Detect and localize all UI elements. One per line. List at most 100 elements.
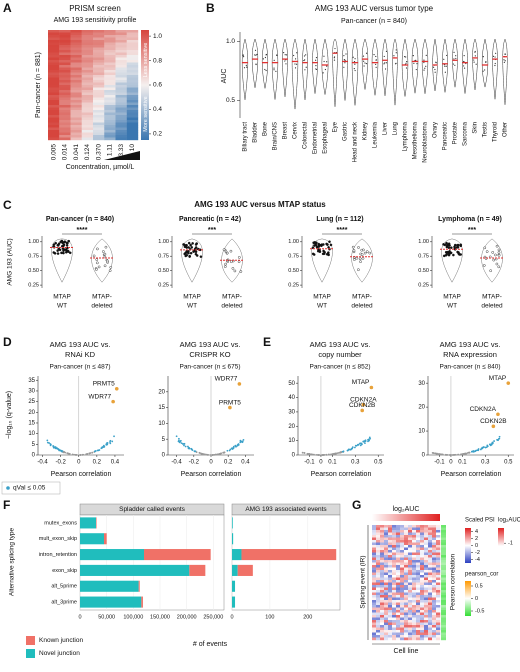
y-axis-label: AUC — [221, 69, 228, 84]
heat-cell — [428, 605, 433, 608]
background-point — [368, 436, 371, 439]
heat-cell — [376, 550, 381, 553]
heat-cell — [372, 545, 377, 548]
heat-cell — [392, 550, 397, 553]
heat-cell — [424, 530, 429, 533]
point — [190, 246, 194, 249]
background-point — [462, 453, 465, 455]
heat-cell — [396, 610, 401, 613]
heat-cell — [380, 580, 385, 583]
heat-cell — [115, 85, 127, 88]
heat-cell — [420, 632, 425, 636]
heat-cell — [408, 622, 413, 626]
heat-cell — [428, 625, 433, 628]
heat-cell — [376, 595, 381, 598]
heat-cell — [404, 527, 409, 531]
annotation-bar — [372, 514, 440, 521]
background-point — [60, 450, 63, 453]
point — [195, 254, 199, 257]
point — [455, 55, 457, 57]
heat-cell — [392, 632, 397, 636]
y-axis-label: Alternative splicing type — [9, 527, 16, 596]
heat-cell — [93, 137, 105, 141]
heat-cell — [48, 50, 60, 53]
background-point — [67, 452, 70, 455]
heat-cell — [404, 600, 409, 603]
point — [385, 62, 387, 64]
y-tick-label: mutex_exons — [44, 520, 77, 526]
x-tick-label: 3.33 — [118, 144, 125, 157]
heat-cell — [412, 620, 417, 623]
point — [473, 59, 475, 61]
heat-cell — [48, 37, 60, 41]
heat-cell — [432, 580, 437, 583]
background-point — [316, 454, 319, 456]
y-tick-label: 0 — [32, 453, 36, 459]
heat-cell — [428, 557, 433, 561]
point — [182, 243, 186, 246]
x-tick-label: 0.1 — [458, 460, 467, 466]
heading: AMG 193 AUC versus MTAP status — [194, 200, 326, 209]
heat-cell — [104, 120, 116, 123]
heat-cell — [81, 130, 94, 133]
annotation-cell — [441, 572, 446, 576]
y-tick-label: 0.25 — [28, 283, 39, 289]
x-tick-label: Pancreatic — [443, 122, 449, 150]
background-point — [79, 454, 82, 456]
point — [264, 68, 266, 71]
heat-cell — [412, 535, 417, 538]
title: AMG 193 AUC versus tumor type — [315, 4, 434, 13]
heat-cell — [416, 615, 421, 618]
violin — [261, 39, 269, 89]
heat-cell — [424, 572, 429, 576]
heat-cell — [436, 625, 441, 628]
heat-cell — [384, 610, 389, 613]
heat-cell — [400, 577, 405, 581]
point — [304, 59, 306, 61]
heat-cell — [424, 615, 429, 618]
heat-cell — [404, 552, 409, 556]
x-tick-label: deleted — [221, 303, 243, 310]
heat-cell — [388, 585, 393, 588]
point — [473, 61, 475, 63]
heat-cell — [428, 550, 433, 553]
heat-cell — [396, 575, 401, 578]
y-tick-label: 1.00 — [28, 239, 39, 245]
heat-cell — [396, 617, 401, 621]
heat-cell — [59, 37, 71, 41]
x-axis-label: Cell line — [394, 648, 419, 655]
heat-cell — [420, 577, 425, 581]
point — [315, 56, 318, 59]
heat-cell — [396, 582, 401, 586]
heat-cell — [104, 47, 116, 51]
heat-cell — [436, 602, 441, 606]
heat-cell — [436, 622, 441, 626]
legend-marker — [6, 486, 10, 490]
title: Lymphoma (n = 49) — [438, 216, 502, 223]
annotation-cell — [441, 615, 446, 618]
x-tick-label: 0.124 — [84, 144, 91, 161]
title: AMG 193 AUC vs. — [50, 340, 111, 349]
background-point — [214, 453, 217, 456]
heat-cell — [404, 572, 409, 576]
point — [375, 63, 377, 66]
heat-cell — [404, 537, 409, 541]
heat-cell — [59, 127, 71, 131]
background-point — [54, 446, 57, 448]
heat-cell — [380, 585, 385, 588]
x-tick-label: Other — [503, 122, 509, 137]
heat-cell — [115, 90, 127, 93]
heat-cell — [115, 52, 127, 56]
heat-cell — [408, 557, 413, 561]
heat-cell — [384, 592, 389, 596]
heat-cell — [404, 597, 409, 601]
violin — [361, 38, 369, 90]
background-point — [239, 439, 242, 442]
annotation-cell — [441, 555, 446, 558]
heat-cell — [396, 587, 401, 591]
background-point — [360, 442, 363, 445]
heat-cell — [424, 587, 429, 591]
y-tick-label: alt_3prime — [51, 600, 77, 606]
heat-cell — [93, 80, 105, 83]
heat-cell — [400, 635, 405, 638]
